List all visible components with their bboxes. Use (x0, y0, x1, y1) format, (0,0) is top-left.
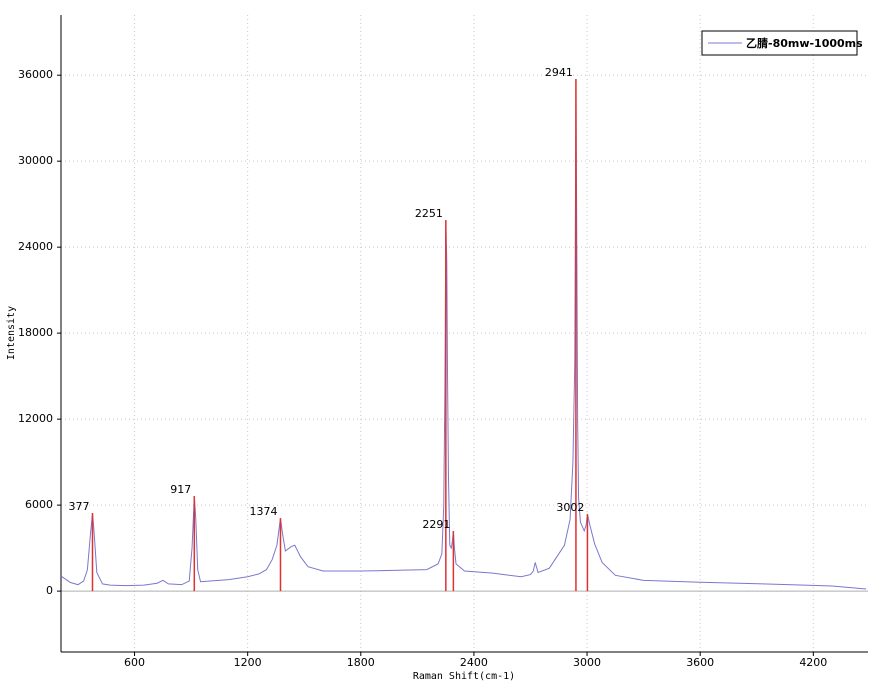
y-tick-label: 30000 (18, 154, 53, 167)
x-tick-label: 3000 (573, 656, 601, 669)
peak-label: 1374 (249, 505, 277, 518)
y-tick-label: 6000 (25, 498, 53, 511)
y-tick-label: 18000 (18, 326, 53, 339)
y-tick-label: 36000 (18, 68, 53, 81)
x-tick-label: 3600 (686, 656, 714, 669)
peak-label: 917 (170, 483, 191, 496)
y-tick-label: 24000 (18, 240, 53, 253)
spectrum-line (60, 79, 867, 590)
x-tick-label: 1800 (347, 656, 375, 669)
x-tick-label: 1200 (234, 656, 262, 669)
y-axis-label: Intensity (6, 306, 17, 360)
peak-label: 3002 (556, 501, 584, 514)
x-tick-label: 600 (124, 656, 145, 669)
peak-label: 377 (68, 500, 89, 513)
legend-label: 乙腈-80mw-1000ms (746, 36, 863, 50)
y-tick-label: 0 (46, 584, 53, 597)
y-tick-label: 12000 (18, 412, 53, 425)
peak-label: 2251 (415, 207, 443, 220)
peak-label: 2941 (545, 66, 573, 79)
peak-label: 2291 (422, 518, 450, 531)
x-axis-label: Raman Shift(cm-1) (413, 671, 515, 682)
x-tick-label: 4200 (799, 656, 827, 669)
x-tick-label: 2400 (460, 656, 488, 669)
